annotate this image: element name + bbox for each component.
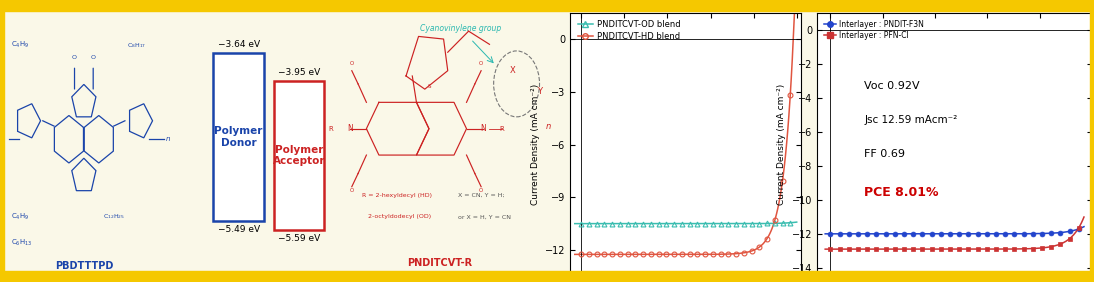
- Text: 2-octyldodecyl (OD): 2-octyldodecyl (OD): [362, 214, 431, 219]
- Text: R = 2-hexyldecyl (HD): R = 2-hexyldecyl (HD): [362, 193, 432, 198]
- Text: O: O: [350, 61, 354, 67]
- Text: FF 0.69: FF 0.69: [864, 149, 906, 159]
- Text: N: N: [480, 124, 486, 133]
- Text: PBDTTTPD: PBDTTTPD: [55, 261, 113, 271]
- Text: −5.49 eV: −5.49 eV: [218, 224, 259, 233]
- Text: Polymer
Donor: Polymer Donor: [214, 126, 263, 147]
- Text: O: O: [72, 55, 77, 60]
- Text: Cyanovinylene group: Cyanovinylene group: [420, 24, 501, 33]
- Text: Voc 0.92V: Voc 0.92V: [864, 81, 920, 91]
- Text: n: n: [166, 136, 171, 142]
- Text: C$_4$H$_9$: C$_4$H$_9$: [11, 211, 30, 222]
- Legend: PNDITCVT-OD blend, PNDITCVT-HD blend: PNDITCVT-OD blend, PNDITCVT-HD blend: [574, 17, 684, 44]
- Text: PCE 8.01%: PCE 8.01%: [864, 186, 939, 199]
- Text: or X = H, Y = CN: or X = H, Y = CN: [458, 214, 511, 219]
- Text: C$_4$H$_9$: C$_4$H$_9$: [11, 40, 30, 50]
- Text: N: N: [347, 124, 352, 133]
- Text: R: R: [500, 126, 504, 132]
- Text: C$_{12}$H$_{25}$: C$_{12}$H$_{25}$: [103, 212, 125, 221]
- Text: R: R: [328, 126, 334, 132]
- Bar: [274, 81, 325, 230]
- Text: C$_8$H$_{17}$: C$_8$H$_{17}$: [127, 41, 146, 50]
- Y-axis label: Current Density (mA cm⁻²): Current Density (mA cm⁻²): [778, 84, 787, 205]
- Bar: [0, 0, 1094, 11]
- Legend: Interlayer : PNDIT-F3N, Interlayer : PFN-Cl: Interlayer : PNDIT-F3N, Interlayer : PFN…: [822, 17, 927, 43]
- Text: X = CN, Y = H;: X = CN, Y = H;: [458, 193, 504, 198]
- Text: O: O: [479, 188, 484, 193]
- Text: −3.64 eV: −3.64 eV: [218, 40, 259, 49]
- Text: Jsc 12.59 mAcm⁻²: Jsc 12.59 mAcm⁻²: [864, 115, 957, 125]
- Text: −5.59 eV: −5.59 eV: [278, 233, 321, 243]
- Bar: [213, 53, 264, 221]
- Text: −3.95 eV: −3.95 eV: [278, 68, 321, 77]
- Text: n: n: [546, 122, 551, 131]
- Bar: [1090, 0, 1094, 282]
- Text: X: X: [510, 66, 515, 75]
- Text: Y: Y: [537, 87, 542, 96]
- Bar: [0, 0, 4, 282]
- Text: O: O: [479, 61, 484, 67]
- Bar: [0, 271, 1094, 282]
- Text: PNDITCVT-R: PNDITCVT-R: [407, 258, 472, 268]
- Text: O: O: [350, 188, 354, 193]
- Text: S: S: [428, 84, 431, 89]
- Y-axis label: Current Density (mA cm⁻²): Current Density (mA cm⁻²): [531, 84, 539, 205]
- Text: Polymer
Acceptor: Polymer Acceptor: [272, 145, 325, 166]
- Text: O: O: [91, 55, 95, 60]
- Text: C$_6$H$_{13}$: C$_6$H$_{13}$: [11, 238, 33, 248]
